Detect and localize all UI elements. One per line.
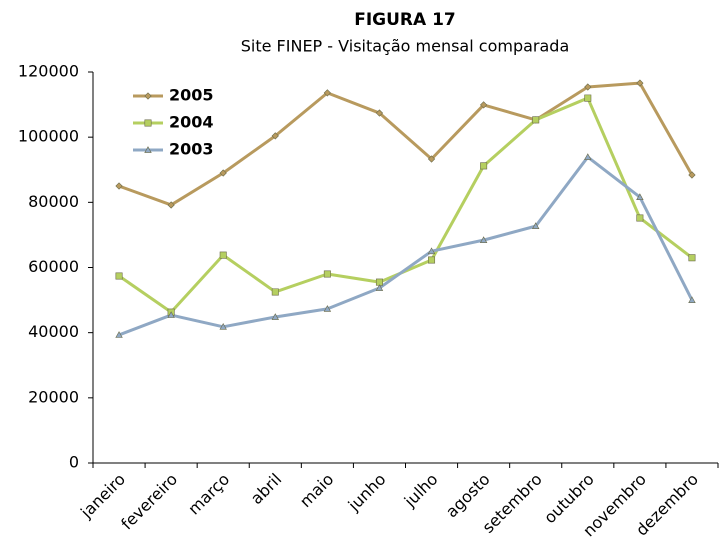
- legend-marker: [144, 119, 152, 127]
- point-marker: [219, 251, 227, 259]
- point-marker: [323, 89, 331, 97]
- point-marker: [167, 201, 175, 209]
- point-marker: [115, 272, 123, 280]
- y-tick-label: 60000: [28, 257, 79, 276]
- point-marker: [271, 132, 279, 140]
- point-marker: [375, 109, 384, 117]
- y-tick-label: 20000: [28, 387, 79, 406]
- legend-label: 2005: [169, 86, 214, 105]
- y-tick-label: 0: [69, 453, 79, 472]
- legend-marker: [144, 146, 152, 153]
- point-marker: [480, 101, 488, 109]
- x-tick-label: junho: [344, 470, 390, 516]
- point-marker: [167, 311, 175, 318]
- legend-marker: [144, 92, 152, 100]
- chart-title: FIGURA 17: [354, 10, 456, 30]
- point-marker: [375, 278, 383, 286]
- point-marker: [584, 94, 592, 102]
- point-marker: [115, 331, 123, 338]
- point-marker: [531, 222, 540, 229]
- point-marker: [271, 288, 279, 296]
- y-tick-label: 80000: [28, 192, 79, 211]
- point-marker: [428, 256, 436, 264]
- point-marker: [584, 153, 592, 160]
- x-tick-label: maio: [296, 470, 337, 511]
- point-marker: [427, 155, 436, 163]
- point-marker: [636, 193, 644, 200]
- point-marker: [532, 116, 540, 124]
- point-marker: [323, 270, 331, 278]
- legend-label: 2004: [169, 113, 214, 132]
- point-marker: [479, 236, 488, 243]
- point-marker: [375, 284, 384, 291]
- point-marker: [219, 322, 227, 330]
- x-tick-label: março: [184, 470, 233, 519]
- point-marker: [688, 171, 696, 179]
- point-marker: [688, 296, 696, 303]
- point-marker: [427, 247, 436, 255]
- x-tick-label: abril: [247, 470, 285, 508]
- y-tick-label: 120000: [18, 62, 79, 81]
- point-marker: [219, 169, 227, 177]
- series-line: [118, 81, 694, 207]
- point-marker: [636, 214, 644, 222]
- chart-subtitle: Site FINEP - Visitação mensal comparada: [241, 37, 570, 56]
- y-tick-label: 40000: [28, 322, 79, 341]
- point-marker: [688, 254, 696, 262]
- point-marker: [636, 79, 644, 87]
- x-tick-label: fevereiro: [117, 470, 181, 534]
- x-tick-label: agosto: [442, 470, 494, 522]
- point-marker: [271, 313, 280, 320]
- point-marker: [584, 83, 592, 91]
- x-tick-label: julho: [400, 470, 442, 512]
- series-line: [118, 155, 694, 337]
- point-marker: [115, 182, 123, 190]
- legend-label: 2003: [169, 140, 214, 159]
- y-tick-label: 100000: [18, 127, 79, 146]
- point-marker: [480, 162, 488, 170]
- point-marker: [323, 305, 332, 312]
- x-tick-label: janeiro: [76, 470, 129, 523]
